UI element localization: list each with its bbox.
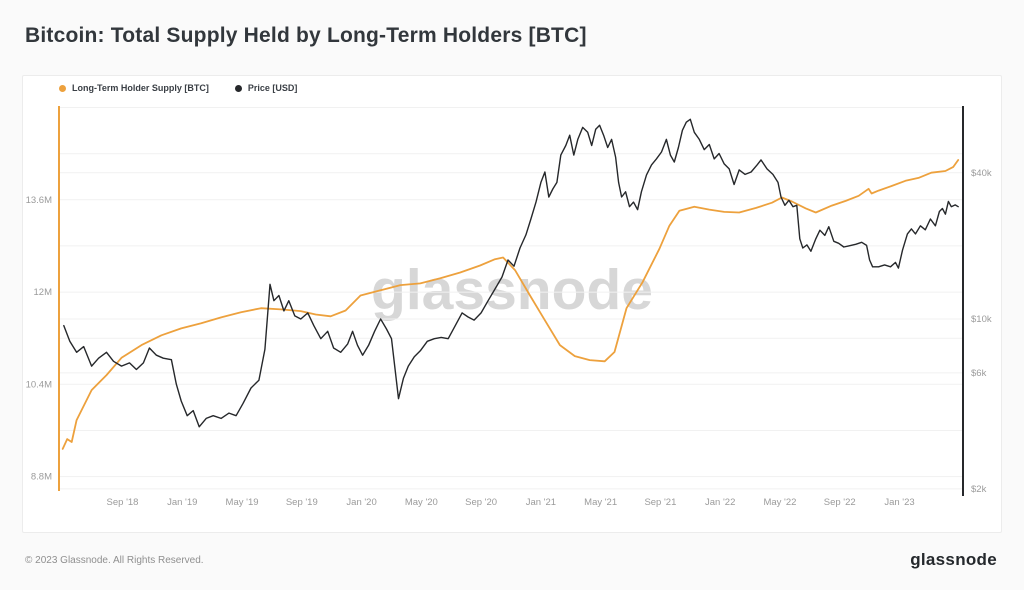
x-tick-label: Sep '21	[644, 497, 676, 508]
legend-label-supply: Long-Term Holder Supply [BTC]	[72, 83, 209, 93]
y-right-tick-label: $40k	[971, 168, 992, 179]
x-tick-label: Jan '20	[346, 497, 376, 508]
x-tick-label: Sep '19	[286, 497, 318, 508]
supply-line	[61, 159, 960, 450]
legend-label-price: Price [USD]	[247, 83, 298, 93]
y-left-tick-label: 13.6M	[26, 195, 52, 206]
y-left-tick-label: 12M	[34, 287, 53, 298]
price-dot-icon	[234, 84, 242, 92]
y-right-tick-label: $2k	[971, 484, 987, 495]
x-tick-label: Jan '23	[884, 497, 914, 508]
x-tick-label: Sep '22	[824, 497, 856, 508]
legend-item-price[interactable]: Price [USD]	[234, 83, 298, 93]
x-tick-label: Jan '21	[526, 497, 556, 508]
x-tick-label: Sep '18	[107, 497, 139, 508]
x-tick-label: May '22	[763, 497, 796, 508]
x-tick-label: May '21	[584, 497, 617, 508]
y-right-tick-label: $6k	[971, 368, 987, 379]
chart-card: Long-Term Holder Supply [BTC] Price [USD…	[22, 75, 1002, 533]
legend-item-supply[interactable]: Long-Term Holder Supply [BTC]	[59, 83, 209, 93]
glassnode-logo: glassnode	[910, 550, 997, 569]
x-tick-label: Jan '22	[705, 497, 735, 508]
page-title: Bitcoin: Total Supply Held by Long-Term …	[25, 24, 587, 47]
x-tick-label: May '20	[405, 497, 438, 508]
watermark: glassnode	[371, 258, 653, 322]
copyright-text: © 2023 Glassnode. All Rights Reserved.	[25, 554, 204, 566]
supply-dot-icon	[59, 84, 66, 92]
x-tick-label: May '19	[226, 497, 259, 508]
legend: Long-Term Holder Supply [BTC] Price [USD…	[59, 83, 297, 93]
y-left-tick-label: 8.8M	[31, 472, 52, 483]
y-right-tick-label: $10k	[971, 314, 992, 325]
chart-canvas[interactable]: 8.8M 10.4M 12M 13.6M $2k $6k $10k $40k Sep '18 Ja…	[23, 76, 1003, 534]
x-tick-label: Sep '20	[465, 497, 497, 508]
price-line	[63, 118, 959, 428]
y-left-tick-label: 10.4M	[26, 379, 52, 390]
x-tick-label: Jan '19	[167, 497, 197, 508]
footer: © 2023 Glassnode. All Rights Reserved. g…	[25, 543, 997, 577]
